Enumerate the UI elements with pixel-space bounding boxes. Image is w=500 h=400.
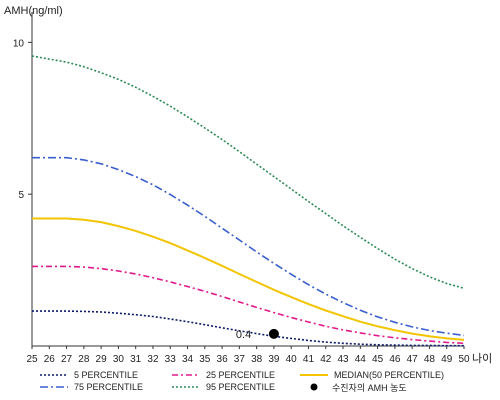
x-tick-label: 36 xyxy=(217,354,229,365)
x-tick-label: 40 xyxy=(286,354,298,365)
x-tick-label: 45 xyxy=(372,354,384,365)
x-tick-label: 42 xyxy=(320,354,332,365)
x-tick-label: 39 xyxy=(268,354,280,365)
x-tick-label: 31 xyxy=(130,354,142,365)
axes: AMH(ng/ml) 나이 xyxy=(4,5,492,365)
x-tick-label: 28 xyxy=(78,354,90,365)
x-tick-label: 50 xyxy=(458,354,470,365)
x-tick-label: 27 xyxy=(61,354,73,365)
x-tick-label: 37 xyxy=(234,354,246,365)
ticks: 25 26 27 28 29 30 31 32 33 34 35 36 37 38 39 40 41 42 43 44… xyxy=(13,38,470,365)
x-tick-label: 46 xyxy=(389,354,401,365)
x-tick-label: 47 xyxy=(407,354,419,365)
series-line-0 xyxy=(32,310,464,347)
x-tick-label: 29 xyxy=(96,354,108,365)
y-axis-label: AMH(ng/ml) xyxy=(4,5,63,17)
x-tick-label: 26 xyxy=(44,354,56,365)
series-lines xyxy=(31,55,465,347)
series-line-3 xyxy=(32,156,465,337)
x-tick-label: 43 xyxy=(337,354,349,365)
legend: 5 PERCENTILE 25 PERCENTILE MEDIAN(50 PERCE… xyxy=(40,370,444,393)
x-tick-label: 41 xyxy=(303,354,315,365)
x-tick-label: 38 xyxy=(251,354,263,365)
legend-25-percentile-label: 25 PERCENTILE xyxy=(206,370,275,380)
patient-point xyxy=(268,328,279,339)
patient-value-label: 0.4 xyxy=(236,329,251,341)
legend-75-percentile-label: 75 PERCENTILE xyxy=(74,382,143,392)
x-tick-label: 49 xyxy=(441,354,453,365)
x-tick-label: 33 xyxy=(165,354,177,365)
x-tick-label: 35 xyxy=(199,354,211,365)
patient-marker: 0.4 xyxy=(236,328,279,341)
x-tick-label: 30 xyxy=(113,354,125,365)
x-tick-label: 48 xyxy=(424,354,436,365)
y-tick-label: 5 xyxy=(18,190,24,201)
x-tick-label: 34 xyxy=(182,354,194,365)
series-line-4 xyxy=(31,55,465,290)
series-line-1 xyxy=(32,265,465,345)
x-tick-label: 25 xyxy=(26,354,38,365)
x-tick-label: 32 xyxy=(147,354,159,365)
x-tick-label: 44 xyxy=(355,354,367,365)
legend-patient-swatch xyxy=(310,383,318,391)
y-tick-label: 10 xyxy=(13,38,25,49)
x-axis-label: 나이 xyxy=(472,352,492,365)
legend-median-label: MEDIAN(50 PERCENTILE) xyxy=(334,370,444,380)
legend-patient-label: 수진자의 AMH 농도 xyxy=(332,383,407,393)
series-line-2 xyxy=(32,217,465,341)
legend-5-percentile-label: 5 PERCENTILE xyxy=(74,370,138,380)
legend-95-percentile-label: 95 PERCENTILE xyxy=(206,382,275,392)
